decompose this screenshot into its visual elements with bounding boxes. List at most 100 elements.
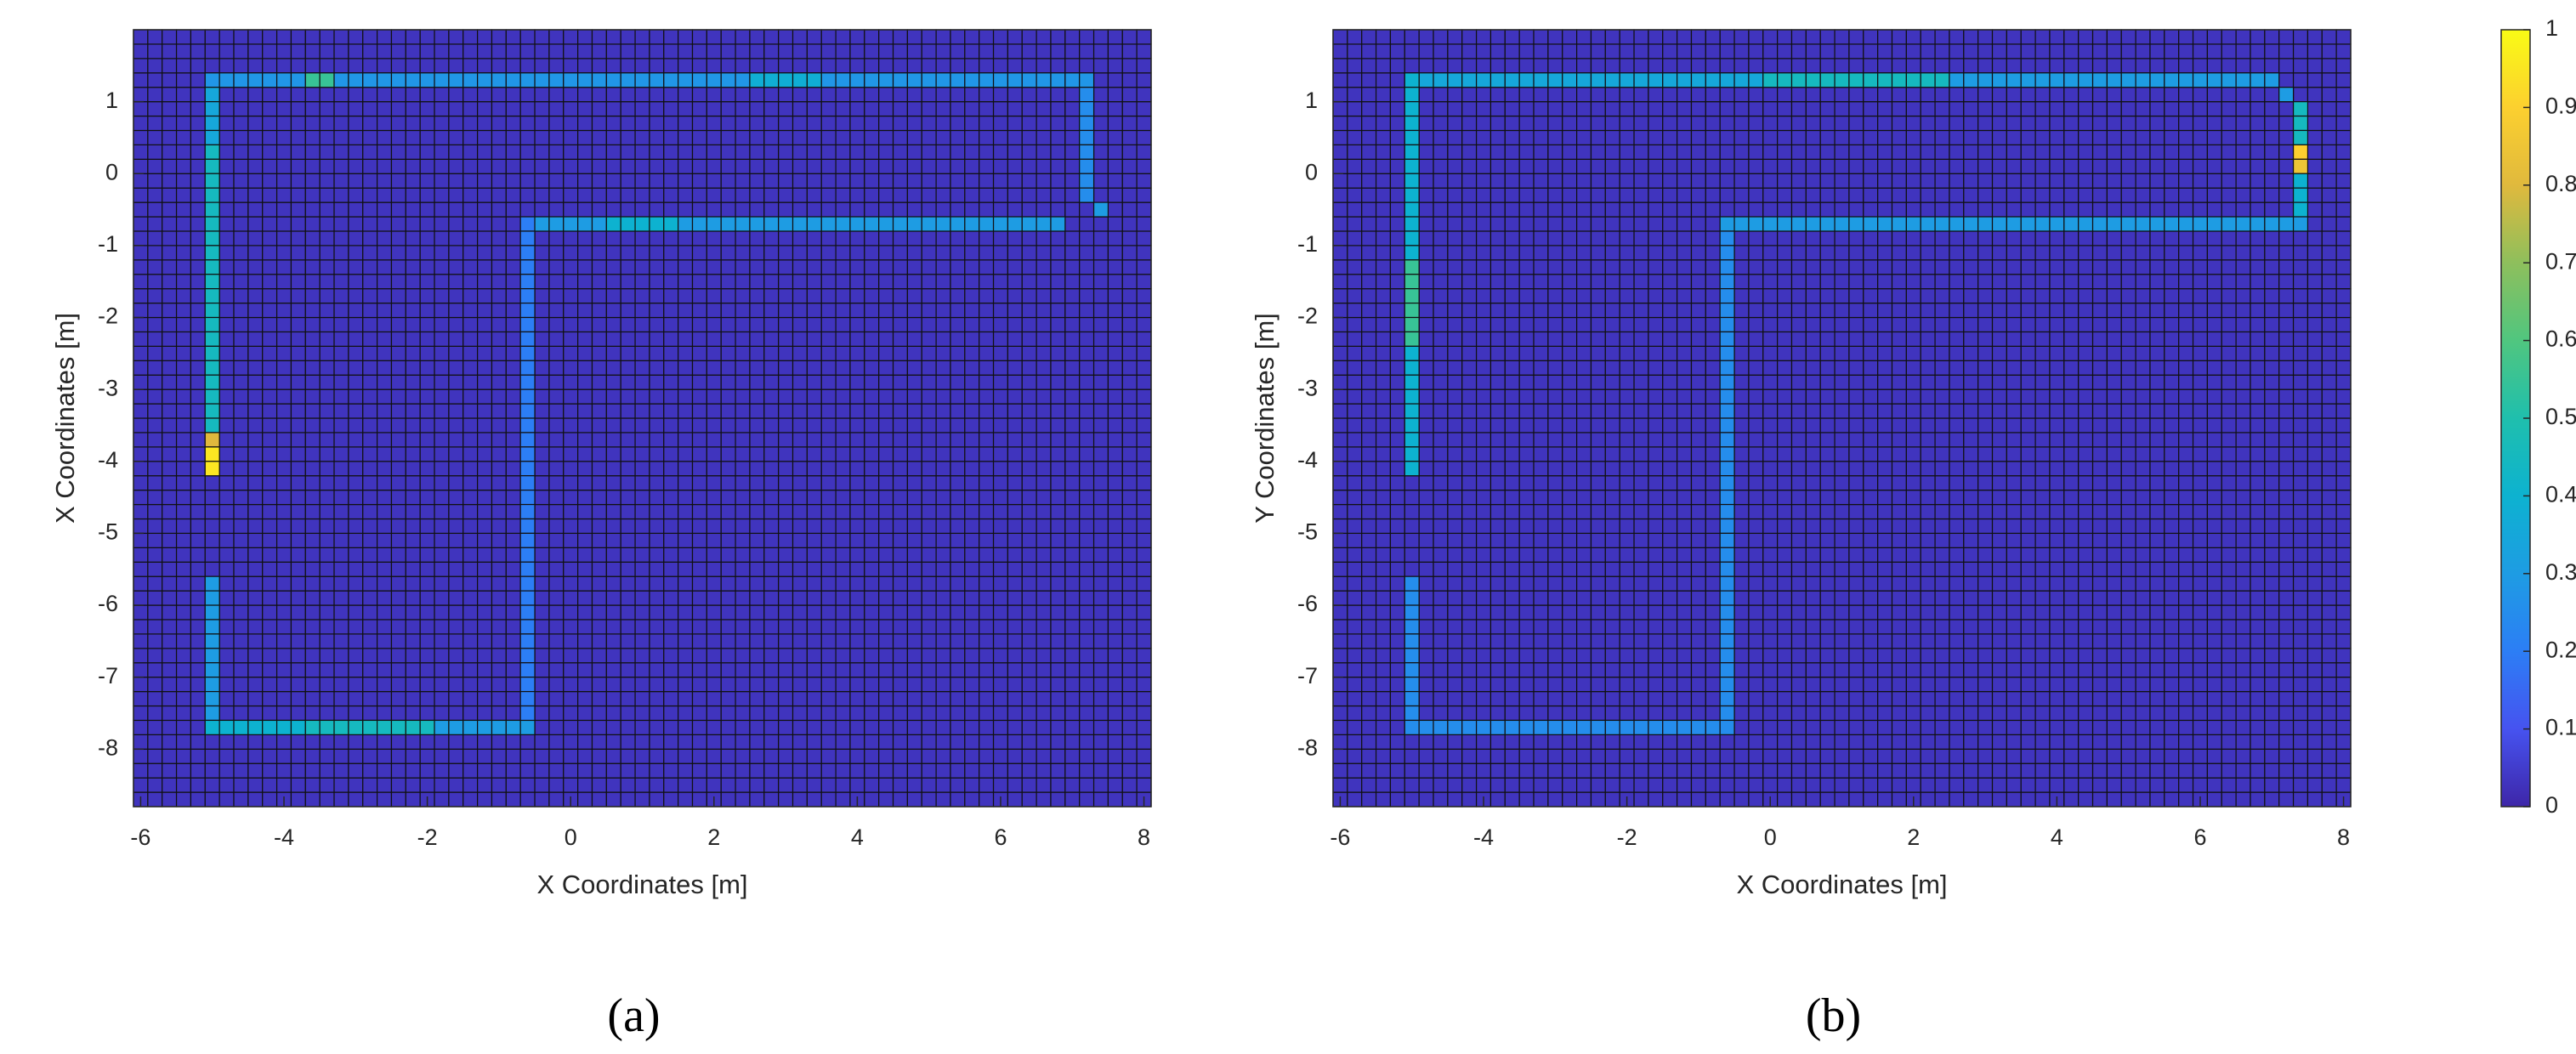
cell	[950, 503, 966, 520]
cell	[563, 417, 579, 434]
cell	[448, 690, 464, 707]
cell	[505, 158, 521, 174]
cell	[1461, 360, 1478, 376]
wall-cell	[262, 719, 278, 735]
cell	[605, 590, 621, 606]
cell	[218, 201, 235, 218]
cell	[377, 374, 393, 390]
cell	[1518, 259, 1535, 275]
cell	[1447, 374, 1463, 390]
cell	[1461, 633, 1478, 649]
wall-cell	[519, 432, 536, 448]
cell	[1347, 360, 1363, 376]
cell	[262, 288, 278, 304]
cell	[749, 29, 765, 45]
cell	[1489, 532, 1506, 548]
cell	[1064, 158, 1081, 174]
cell	[577, 316, 593, 333]
cell	[218, 633, 235, 649]
cell	[806, 388, 822, 405]
cell	[1389, 259, 1405, 275]
cell	[864, 575, 880, 592]
cell	[605, 446, 621, 462]
cell	[706, 532, 722, 548]
cell	[304, 388, 321, 405]
cell	[1079, 748, 1095, 764]
cell	[1361, 331, 1377, 347]
cell	[362, 417, 378, 434]
cell	[290, 532, 306, 548]
cell	[348, 518, 364, 535]
cell	[348, 331, 364, 347]
cell	[1021, 29, 1037, 45]
cell	[649, 43, 665, 60]
cell	[1489, 187, 1506, 203]
cell	[1433, 144, 1449, 160]
cell	[1461, 777, 1478, 793]
cell	[519, 201, 536, 218]
cell	[448, 43, 464, 60]
cell	[419, 417, 435, 434]
cell	[1389, 216, 1405, 232]
wall-cell	[362, 719, 378, 735]
cell	[377, 274, 393, 290]
cell	[1036, 388, 1052, 405]
cell	[1404, 58, 1420, 74]
cell	[333, 677, 349, 693]
cell	[147, 518, 163, 535]
cell	[390, 216, 406, 232]
cell	[563, 604, 579, 620]
cell	[377, 173, 393, 189]
cell	[835, 461, 851, 477]
cell	[1562, 158, 1578, 174]
cell	[678, 201, 694, 218]
wall-cell	[204, 274, 220, 290]
cell	[749, 532, 765, 548]
cell	[1475, 432, 1492, 448]
cell	[964, 158, 980, 174]
cell	[462, 518, 479, 535]
cell	[892, 748, 908, 764]
cell	[892, 58, 908, 74]
cell	[1136, 503, 1152, 520]
cell	[1504, 360, 1520, 376]
cell	[778, 777, 794, 793]
wall-cell	[964, 72, 980, 88]
cell	[462, 302, 479, 319]
cell	[1361, 187, 1377, 203]
cell	[1007, 518, 1023, 535]
cell	[849, 144, 865, 160]
cell	[935, 648, 951, 664]
cell	[419, 590, 435, 606]
cell	[175, 633, 192, 649]
cell	[820, 417, 837, 434]
cell	[1461, 158, 1478, 174]
cell	[577, 575, 593, 592]
wall-cell	[204, 158, 220, 174]
cell	[849, 274, 865, 290]
cell	[634, 762, 650, 779]
cell	[534, 374, 550, 390]
cell	[275, 547, 292, 563]
cell	[878, 316, 894, 333]
cell	[1064, 245, 1081, 261]
cell	[1518, 619, 1535, 635]
cell	[1064, 316, 1081, 333]
cell	[218, 374, 235, 390]
cell	[921, 503, 937, 520]
cell	[806, 446, 822, 462]
cell	[1064, 230, 1081, 246]
cell	[864, 230, 880, 246]
cell	[462, 633, 479, 649]
cell	[1533, 245, 1549, 261]
cell	[577, 719, 593, 735]
cell	[1107, 302, 1123, 319]
cell	[1518, 129, 1535, 146]
cell	[591, 461, 607, 477]
cell	[849, 331, 865, 347]
y-tick-label: -5	[98, 519, 118, 545]
cell	[1092, 590, 1109, 606]
cell	[763, 129, 780, 146]
cell	[820, 403, 837, 419]
cell	[348, 201, 364, 218]
